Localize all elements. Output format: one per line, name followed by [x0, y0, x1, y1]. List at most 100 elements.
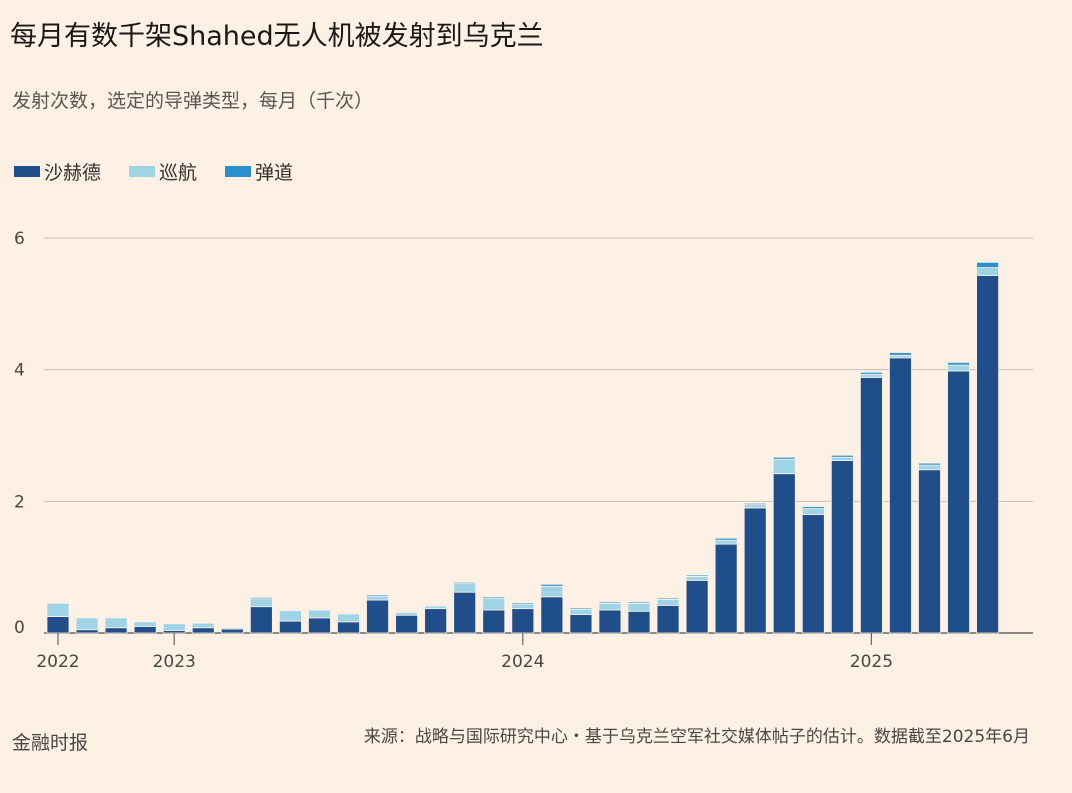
legend-item-cruise: 巡航 [129, 158, 197, 185]
legend-label-cruise: 巡航 [159, 162, 198, 184]
source-note: 来源：战略与国际研究中心・基于乌克兰空军社交媒体帖子的估计。数据截至2025年6… [363, 727, 1030, 747]
bar-segment-cruise-2024-02 [540, 585, 564, 598]
bar-segment-cruise-2024-09 [743, 504, 767, 509]
bar-segment-cruise-2022-09 [46, 602, 70, 617]
x-tick-label: 2025 [850, 652, 893, 672]
y-tick-label: 4 [14, 361, 25, 381]
bar-segment-cruise-2025-04 [947, 364, 970, 372]
bar-segment-shahed-2023-06 [308, 617, 331, 634]
bar-segment-ballistic-2024-03 [569, 607, 593, 610]
x-tick-label: 2022 [36, 652, 79, 672]
bar-segment-shahed-2024-06 [656, 604, 680, 634]
bar-segment-shahed-2024-05 [627, 610, 651, 634]
bar-segment-cruise-2022-11 [104, 617, 128, 629]
legend-item-ballistic: 弹道 [225, 158, 293, 185]
bar-segment-ballistic-2023-09 [395, 611, 419, 613]
bar-segment-shahed-2025-04 [947, 370, 970, 634]
bar-segment-ballistic-2024-07 [685, 574, 709, 577]
bar-segment-shahed-2023-05 [278, 620, 302, 634]
bar-segment-shahed-2023-12 [482, 609, 506, 634]
bar-segment-shahed-2024-01 [511, 608, 535, 634]
chart-subtitle: 发射次数，选定的导弹类型，每月（千次） [12, 90, 374, 112]
bar-segment-shahed-2022-09 [46, 616, 70, 634]
x-tick-label: 2024 [501, 652, 544, 672]
bar-segment-shahed-2024-07 [685, 579, 709, 634]
publisher-logo: 金融时报 [12, 732, 89, 754]
x-axis: 2022 2023 2024 2025 [36, 633, 893, 672]
bar-segment-ballistic-2023-08 [366, 594, 389, 597]
bar-segment-shahed-2023-09 [395, 614, 419, 634]
bar-segment-cruise-2022-12 [133, 621, 157, 627]
bar-segment-shahed-2025-05 [976, 275, 999, 634]
bar-segment-shahed-2022-10 [75, 629, 99, 634]
bar-segment-cruise-2024-07 [685, 575, 709, 581]
bar-segment-shahed-2025-03 [918, 469, 941, 634]
bar-segment-ballistic-2023-07 [337, 612, 360, 615]
bar-segment-cruise-2025-05 [976, 267, 999, 276]
bar-segment-ballistic-2025-03 [918, 462, 941, 466]
bar-segment-cruise-2024-04 [598, 602, 622, 611]
bar-segment-ballistic-2024-05 [627, 601, 651, 604]
bar-segment-shahed-2023-03 [220, 628, 244, 634]
bar-segment-ballistic-2023-10 [424, 604, 448, 607]
bar-segment-shahed-2023-08 [366, 599, 389, 634]
legend-swatch-ballistic [225, 166, 252, 177]
bar-segment-cruise-2025-01 [860, 373, 883, 378]
bar-segment-shahed-2024-11 [801, 514, 825, 634]
bar-segment-shahed-2023-11 [453, 591, 477, 634]
y-tick-label: 0 [14, 618, 25, 638]
bar-segment-cruise-2023-01 [162, 623, 186, 631]
bar-segment-ballistic-2024-11 [801, 506, 825, 509]
y-tick-label: 2 [14, 492, 25, 512]
bar-segment-cruise-2024-06 [656, 599, 680, 606]
bar-segment-cruise-2024-05 [627, 602, 651, 612]
bar-segment-ballistic-2025-02 [889, 352, 912, 356]
bar-segment-ballistic-2023-06 [308, 608, 331, 611]
bars [46, 261, 999, 634]
x-tick-label: 2023 [153, 652, 196, 672]
legend-swatch-cruise [129, 166, 156, 177]
bar-segment-ballistic-2024-04 [598, 601, 622, 604]
bar-segment-cruise-2024-11 [801, 508, 825, 515]
bar-segment-ballistic-2024-08 [714, 537, 738, 541]
bar-segment-shahed-2024-04 [598, 609, 622, 634]
bar-segment-cruise-2023-04 [249, 598, 273, 608]
bar-segment-shahed-2023-02 [191, 627, 215, 634]
bar-segment-cruise-2024-12 [830, 456, 854, 461]
legend-swatch-shahed [14, 166, 40, 177]
legend-label-shahed: 沙赫德 [44, 162, 102, 184]
bar-segment-cruise-2024-08 [714, 539, 738, 545]
legend-label-ballistic: 弹道 [255, 162, 294, 184]
legend: 沙赫德 巡航 弹道 [14, 158, 321, 185]
bar-segment-shahed-2024-08 [714, 543, 738, 634]
bar-segment-ballistic-2023-11 [453, 581, 477, 585]
bar-segment-cruise-2023-12 [482, 597, 506, 611]
bar-segment-shahed-2024-12 [830, 460, 854, 634]
bar-segment-cruise-2024-10 [772, 458, 796, 475]
bar-segment-ballistic-2023-04 [249, 597, 273, 600]
bar-segment-cruise-2023-05 [278, 610, 302, 622]
bar-segment-cruise-2023-06 [308, 609, 331, 619]
bar-segment-shahed-2023-10 [424, 608, 448, 634]
y-tick-label: 6 [14, 229, 25, 249]
bar-segment-shahed-2022-12 [133, 626, 157, 634]
bar-segment-ballistic-2023-05 [278, 609, 302, 612]
bar-segment-shahed-2022-11 [104, 627, 128, 634]
bar-segment-shahed-2023-07 [337, 621, 360, 634]
bar-segment-ballistic-2024-10 [772, 456, 796, 460]
bar-segment-shahed-2024-09 [743, 507, 767, 634]
bar-segment-shahed-2023-04 [249, 606, 273, 634]
bar-segment-cruise-2023-02 [191, 622, 215, 629]
bar-segment-cruise-2024-03 [569, 608, 593, 615]
bar-segment-cruise-2023-11 [453, 583, 477, 593]
bar-segment-ballistic-2025-05 [976, 261, 999, 269]
bar-segment-shahed-2025-01 [860, 377, 883, 634]
legend-item-shahed: 沙赫德 [14, 158, 101, 185]
bar-segment-shahed-2024-02 [540, 596, 564, 634]
bar-segment-cruise-2022-10 [75, 617, 99, 631]
bar-segment-cruise-2023-03 [220, 627, 244, 630]
bar-segment-ballistic-2024-01 [511, 602, 535, 605]
bar-segment-shahed-2025-02 [889, 357, 912, 634]
bar-segment-ballistic-2025-04 [947, 362, 970, 366]
